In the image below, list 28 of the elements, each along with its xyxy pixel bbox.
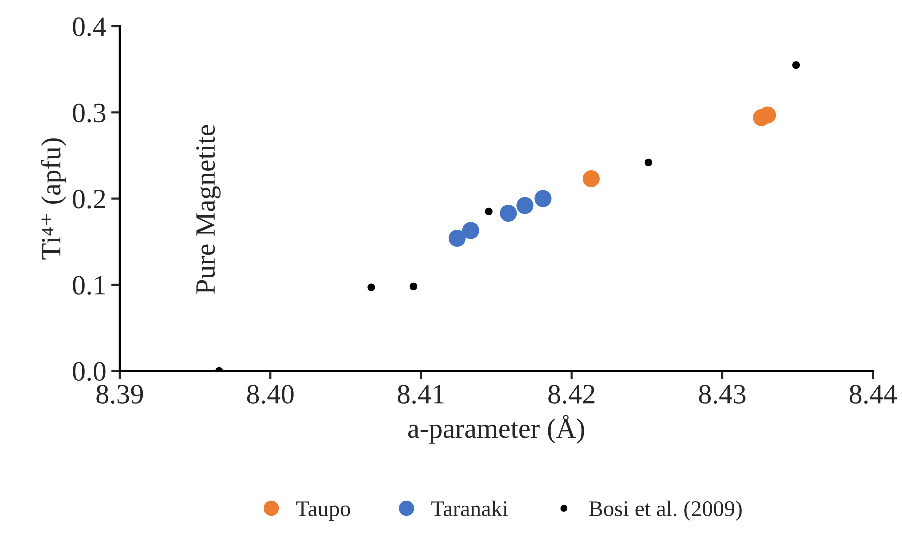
point (582, 170, 600, 188)
point (368, 284, 376, 292)
y-tick-label: 0.4 (73, 18, 106, 37)
x-tick-label: 8.43 (699, 385, 746, 404)
y-tick-label: 0.0 (73, 362, 106, 382)
point (516, 197, 534, 214)
y-tick-label: 0.2 (73, 190, 106, 209)
y-axis-title: Ti⁴⁺ (apfu) (41, 138, 66, 260)
point (644, 158, 652, 166)
point (448, 230, 466, 247)
point (462, 222, 480, 240)
point (410, 282, 418, 290)
x-axis-title: a-parameter (Å) (408, 415, 584, 444)
y-tick-label: 0.1 (73, 276, 106, 296)
point (534, 190, 552, 208)
y-tick-label: 0.3 (73, 104, 106, 123)
point (500, 204, 518, 222)
x-tick-label: 8.40 (247, 385, 294, 404)
point (792, 61, 800, 70)
x-tick-label: 8.42 (548, 385, 595, 404)
legend-label: Bosi et al. (2009) (589, 500, 742, 521)
annotation: Pure Magnetite (196, 125, 221, 294)
x-tick-label: 8.39 (96, 385, 144, 404)
x-tick-label: 8.41 (398, 385, 444, 404)
point (485, 208, 493, 216)
legend-label: Taupo (296, 502, 350, 521)
x-tick-label: 8.44 (850, 385, 898, 404)
legend-label: Taranaki (432, 500, 508, 516)
